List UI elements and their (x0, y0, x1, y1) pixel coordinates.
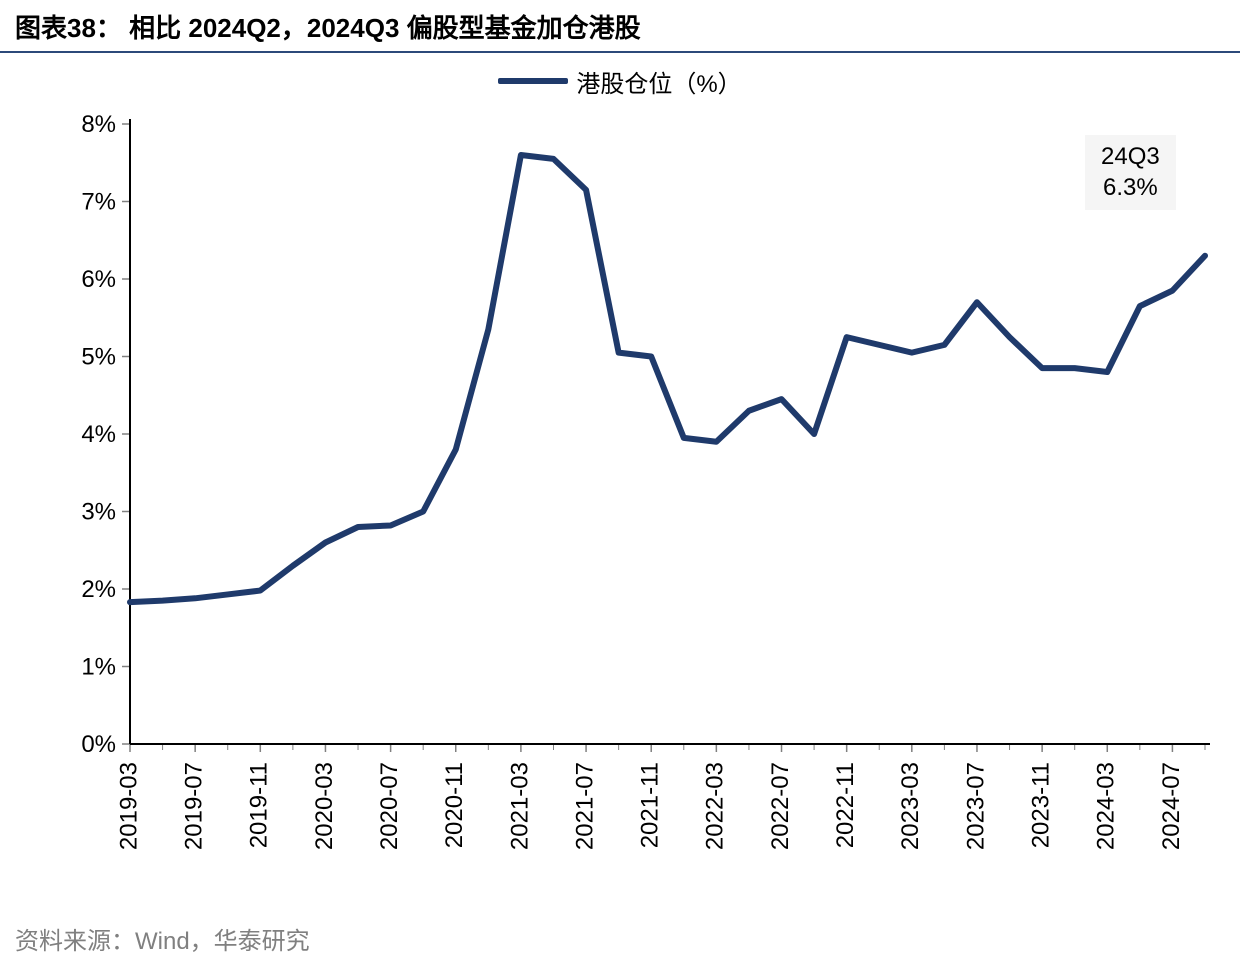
callout-value: 6.3% (1101, 172, 1160, 203)
svg-text:2019-11: 2019-11 (246, 762, 273, 848)
chart-source: 资料来源：Wind，华泰研究 (15, 921, 310, 956)
svg-text:2021-11: 2021-11 (637, 762, 664, 848)
data-callout: 24Q3 6.3% (1085, 135, 1176, 209)
svg-text:2020-11: 2020-11 (441, 762, 468, 848)
svg-text:2022-11: 2022-11 (832, 762, 859, 848)
svg-text:2021-07: 2021-07 (571, 762, 598, 850)
legend-label: 港股仓位（%） (576, 64, 741, 99)
chart-area: 0% 1% 2% 3% 4% 5% 6% 7% 8% 2019-03 2019-07 2019-11 2… (20, 104, 1220, 884)
svg-text:4%: 4% (81, 421, 116, 448)
svg-text:2%: 2% (81, 576, 116, 603)
svg-text:7%: 7% (81, 188, 116, 215)
svg-text:2024-07: 2024-07 (1158, 762, 1185, 850)
legend-line-icon (498, 78, 568, 84)
svg-text:8%: 8% (81, 111, 116, 138)
svg-text:2023-03: 2023-03 (897, 762, 924, 850)
svg-text:2024-03: 2024-03 (1093, 762, 1120, 850)
svg-text:2023-07: 2023-07 (962, 762, 989, 850)
svg-text:1%: 1% (81, 653, 116, 680)
svg-text:2023-11: 2023-11 (1027, 762, 1054, 848)
svg-text:3%: 3% (81, 498, 116, 525)
svg-text:2020-07: 2020-07 (376, 762, 403, 850)
chart-title: 图表38： 相比 2024Q2，2024Q3 偏股型基金加仓港股 (0, 0, 1240, 53)
svg-text:0%: 0% (81, 731, 116, 758)
svg-text:5%: 5% (81, 343, 116, 370)
callout-label: 24Q3 (1101, 141, 1160, 172)
legend: 港股仓位（%） (0, 53, 1240, 104)
svg-text:2019-03: 2019-03 (115, 762, 142, 850)
svg-text:2019-07: 2019-07 (180, 762, 207, 850)
line-chart-svg: 0% 1% 2% 3% 4% 5% 6% 7% 8% 2019-03 2019-07 2019-11 2… (20, 104, 1220, 884)
svg-text:2022-07: 2022-07 (767, 762, 794, 850)
svg-text:2022-03: 2022-03 (702, 762, 729, 850)
svg-text:2020-03: 2020-03 (311, 762, 338, 850)
svg-text:6%: 6% (81, 266, 116, 293)
svg-text:2021-03: 2021-03 (506, 762, 533, 850)
